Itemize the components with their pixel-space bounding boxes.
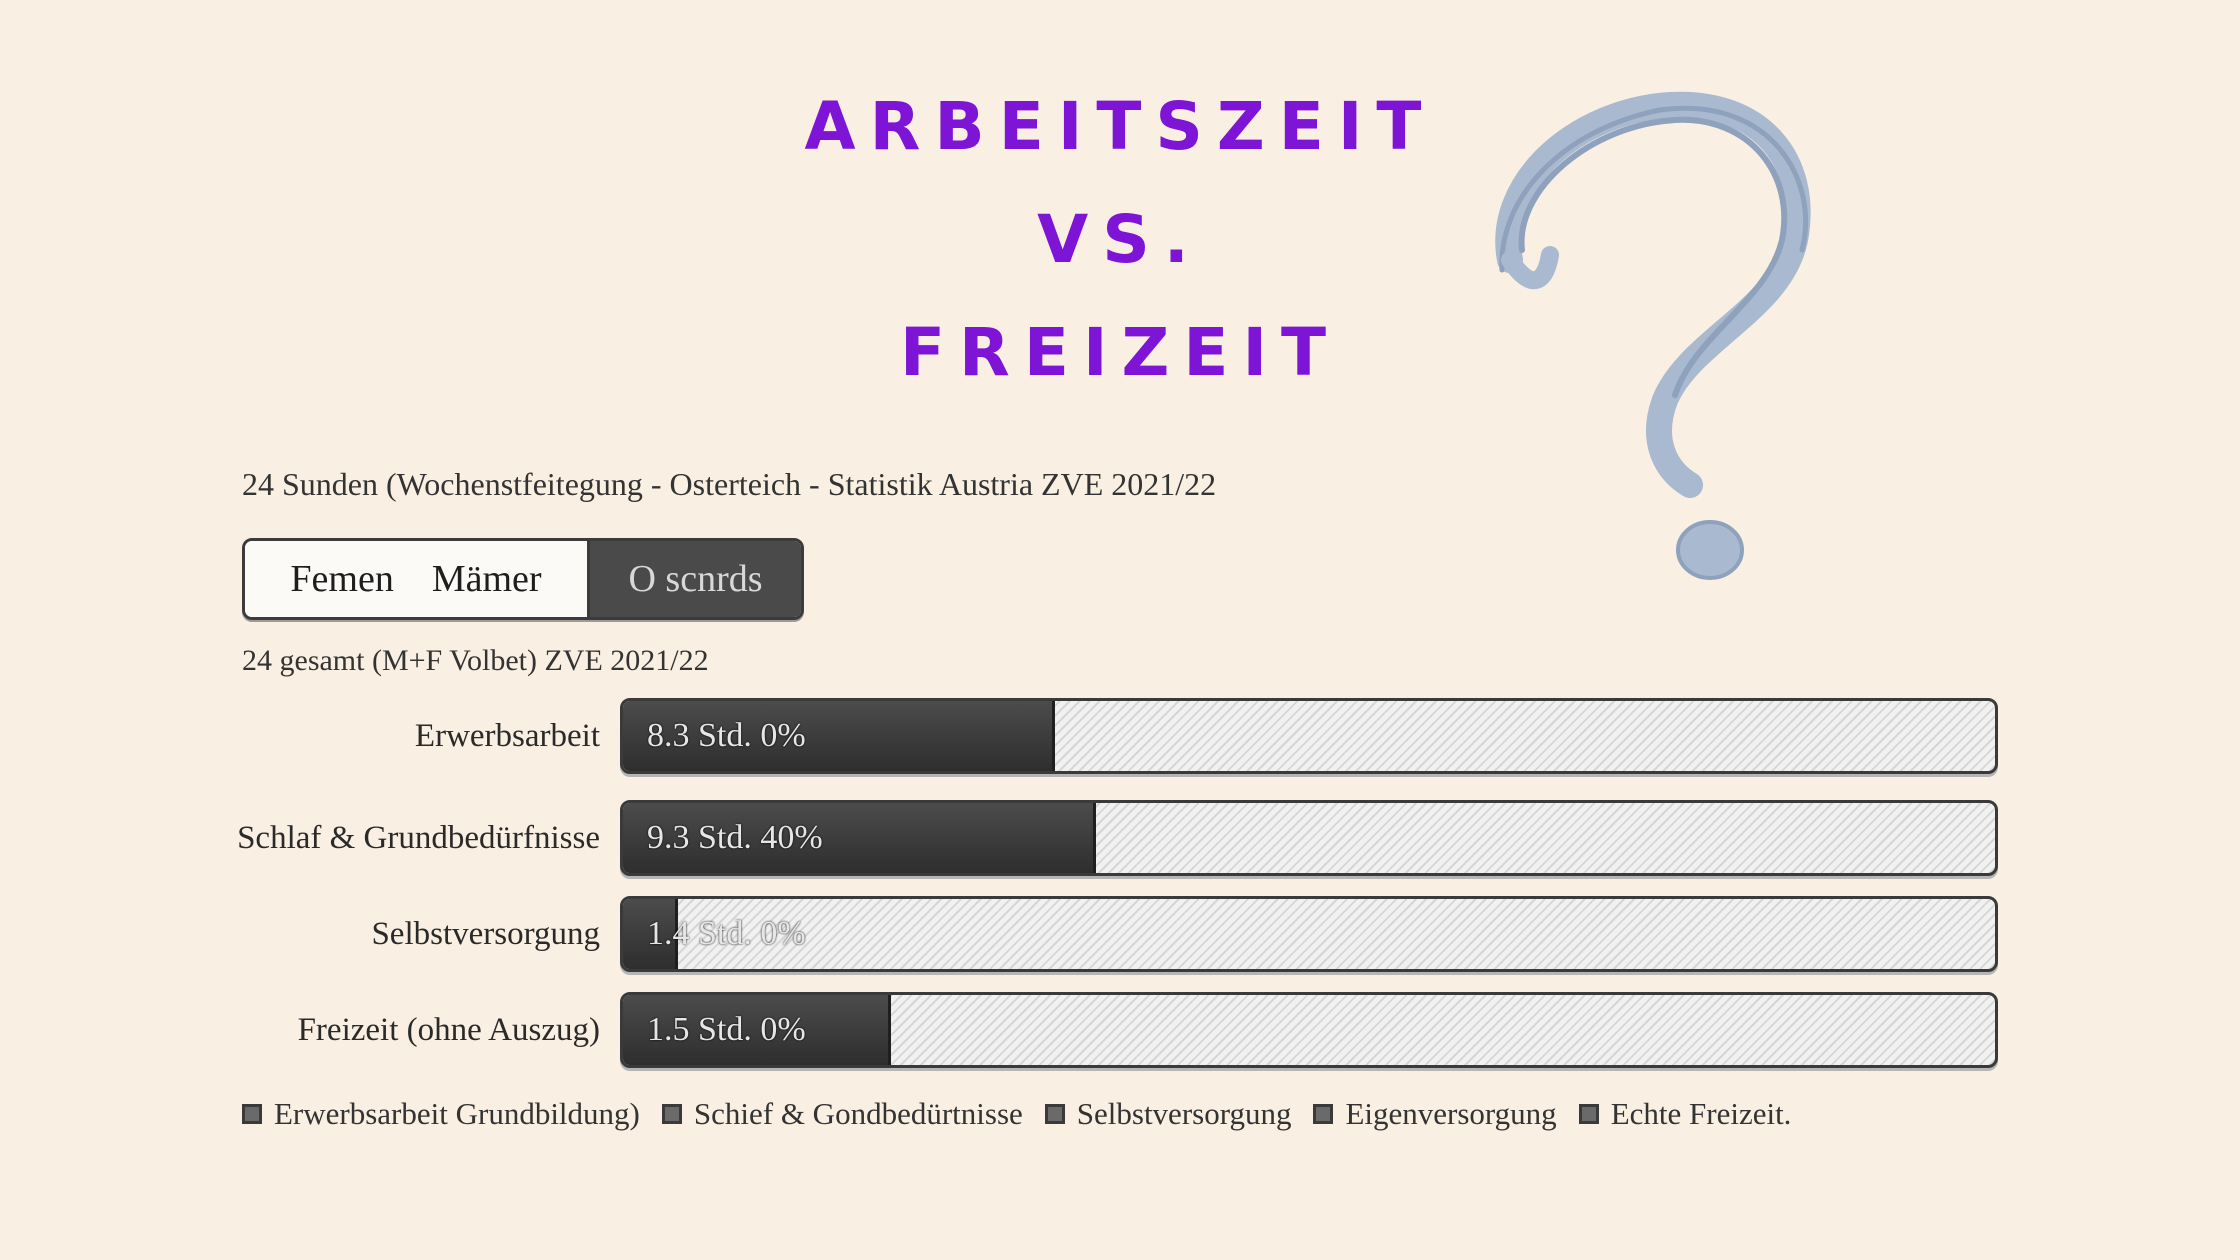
legend-item: Erwerbsarbeit Grundbildung) [242,1096,640,1132]
bar-track: 9.3 Std. 40% [620,800,1998,876]
title-line-1: ARBEITSZEIT [804,88,1436,165]
legend-swatch [661,1104,682,1124]
bar-value-label: 9.3 Std. 40% [647,819,823,856]
bar [623,803,1096,873]
chart-caption: 24 gesamt (M+F Volbet) ZVE 2021/22 [242,644,709,677]
legend-label: Schief & Gondbedürtnisse [693,1096,1023,1131]
chart-legend: Erwerbsarbeit Grundbildung) Schief & Gond… [242,1096,1791,1132]
title-line-2: VS. [1037,201,1203,278]
legend-item: Schief & Gondbedürtnisse [661,1096,1023,1132]
bar-category-label: Erwerbsarbeit [414,718,600,754]
title-line-3: FREIZEIT [899,314,1341,391]
bar-track: 1.5 Std. 0% [620,992,1998,1068]
toggle-option-selected[interactable]: O scnrds [590,541,801,617]
bar-track: 1.4 Std. 0% [620,896,1998,972]
question-mark-icon [1495,91,1811,580]
legend-swatch [242,1104,262,1124]
legend-item: Echte Freizeit. [1578,1096,1792,1132]
bar-value-label: 1.4 Std. 0% [647,915,806,952]
legend-label: Selbstversorgung [1076,1096,1292,1131]
bar [623,995,891,1065]
legend-item: Selbstversorgung [1044,1096,1292,1132]
chart-subtitle: 24 Sunden (Wochenstfeitegung - Osterteic… [242,466,1217,502]
bar [623,899,678,969]
bar-category-label: Selbstversorgung [371,916,600,952]
bar-category-label: Schlaf & Grundbedürfnisse [237,820,600,856]
legend-swatch [1313,1104,1334,1124]
page-title: ARBEITSZEIT VS. FREIZEIT [0,70,2240,409]
bar-track: 8.3 Std. 0% [620,698,1998,774]
legend-label: Echte Freizeit. [1610,1096,1792,1131]
legend-label: Eigenversorgung [1345,1096,1557,1131]
legend-swatch [1578,1104,1599,1124]
toggle-options[interactable]: Femen Mämer [245,541,590,617]
legend-label: Erwerbsarbeit Grundbildung) [274,1096,640,1131]
legend-swatch [1044,1104,1065,1124]
toggle-option-women[interactable]: Femen [290,558,394,600]
toggle-option-men[interactable]: Mämer [431,558,542,600]
bar-value-label: 8.3 Std. 0% [647,717,806,754]
bar-category-label: Freizeit (ohne Auszug) [297,1012,600,1048]
gender-toggle[interactable]: Femen Mämer O scnrds [242,538,804,620]
bar [623,701,1055,771]
bar-value-label: 1.5 Std. 0% [647,1011,806,1048]
legend-item: Eigenversorgung [1313,1096,1557,1132]
